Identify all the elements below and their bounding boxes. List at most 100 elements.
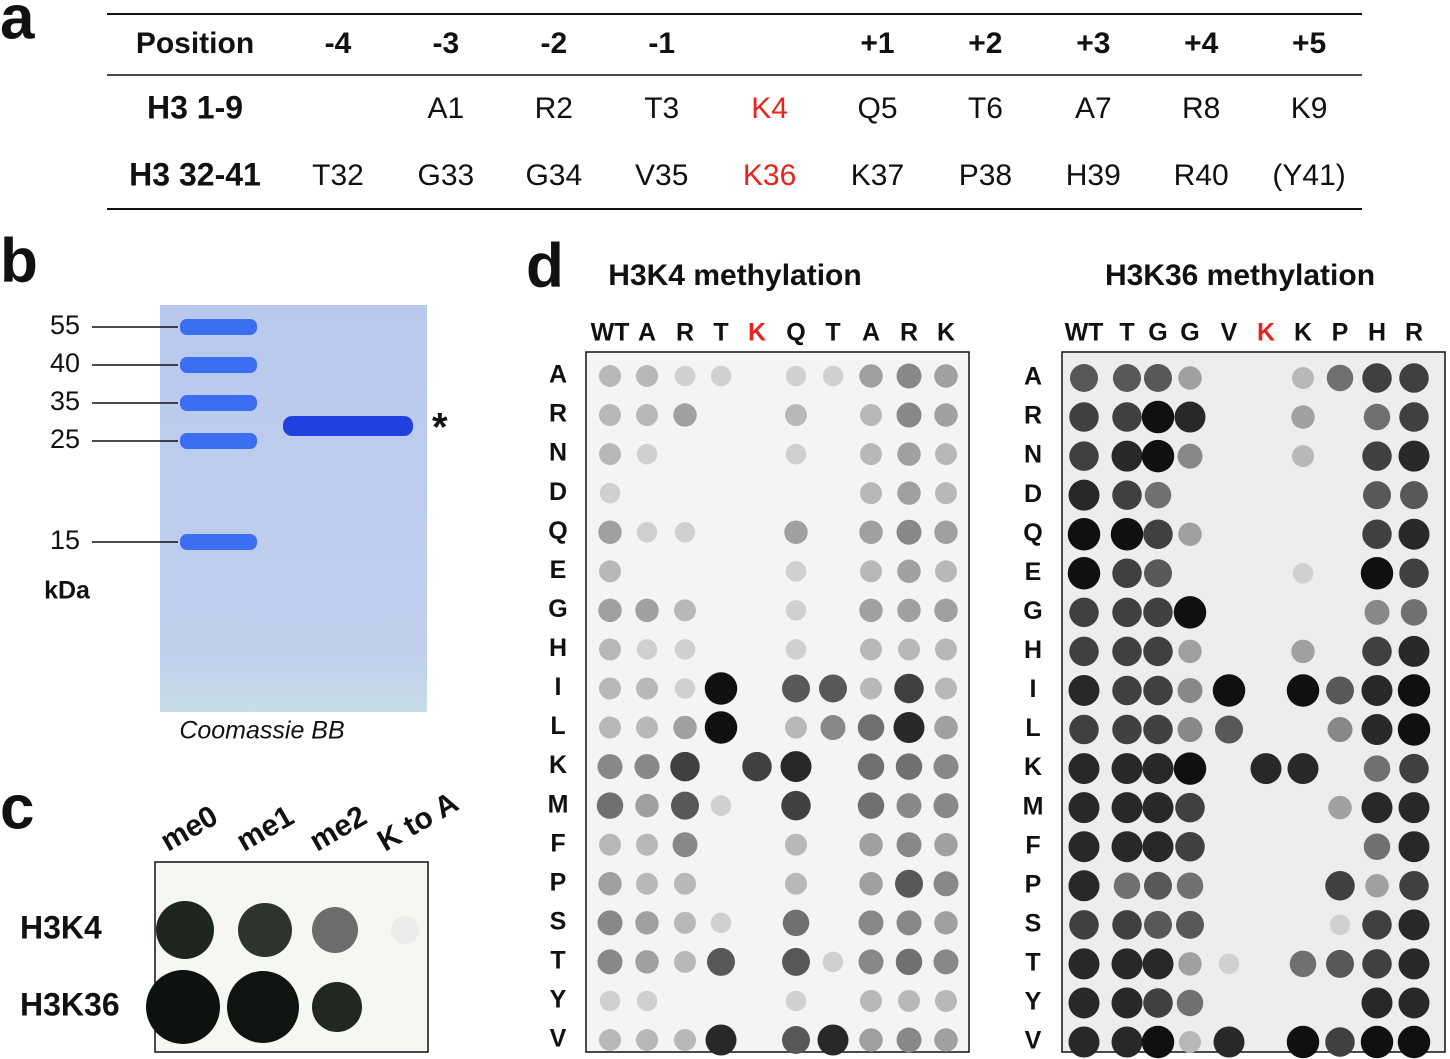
dot — [859, 364, 883, 388]
column-label: K — [1257, 319, 1275, 347]
dot — [1398, 948, 1430, 980]
row-label: H — [549, 634, 567, 662]
dot — [934, 598, 958, 623]
column-label: G — [1148, 319, 1167, 347]
row-label: V — [1025, 1027, 1042, 1055]
cell: A7 — [1075, 92, 1112, 125]
dot — [1398, 440, 1430, 472]
dot — [933, 871, 959, 897]
dot — [1112, 714, 1142, 745]
dot — [1398, 987, 1430, 1019]
dot — [895, 948, 923, 976]
dot — [312, 982, 362, 1032]
row-label: H3 32-41 — [129, 156, 261, 192]
row-label: E — [550, 556, 567, 584]
dot — [819, 674, 847, 703]
dot — [1363, 403, 1391, 431]
dot — [1175, 792, 1205, 823]
dot — [1218, 953, 1240, 975]
dot — [1399, 753, 1429, 784]
column-label: R — [900, 319, 918, 347]
dot — [1398, 831, 1430, 863]
column-label: T — [825, 319, 840, 347]
column-label: me0 — [155, 799, 224, 858]
column-label: WT — [591, 319, 630, 347]
dot — [710, 365, 732, 387]
dot — [935, 443, 957, 466]
dot — [1144, 910, 1172, 939]
dot — [1144, 364, 1172, 392]
dot — [1292, 563, 1314, 584]
dot — [1068, 870, 1100, 902]
column-label: K to A — [372, 786, 464, 858]
dot — [857, 753, 885, 780]
dot — [785, 872, 807, 895]
dot — [599, 833, 621, 856]
dot — [599, 716, 621, 739]
row-label: M — [548, 790, 569, 818]
dot — [1397, 1025, 1431, 1059]
dot — [859, 520, 883, 544]
dot — [896, 363, 922, 389]
dot — [1069, 910, 1099, 940]
header-cell: -3 — [433, 27, 460, 60]
dot — [1360, 1025, 1394, 1059]
dot — [822, 365, 844, 387]
dot — [1069, 714, 1099, 745]
dot — [898, 989, 920, 1012]
dot — [1142, 831, 1174, 863]
dot — [934, 1028, 958, 1052]
dot — [1069, 402, 1099, 432]
dot — [1142, 792, 1174, 824]
dot — [935, 560, 957, 583]
dot — [1364, 599, 1390, 625]
dot — [1361, 714, 1393, 746]
dot — [671, 791, 699, 820]
cell: R2 — [535, 92, 573, 125]
ladder-band — [180, 357, 257, 373]
dot — [1399, 402, 1429, 432]
cell: A1 — [428, 92, 465, 125]
column-label: T — [713, 319, 728, 347]
dot — [707, 947, 735, 976]
dot — [597, 910, 623, 936]
dot — [1112, 480, 1142, 510]
dot — [674, 678, 696, 699]
row-label: H3 1-9 — [147, 89, 243, 125]
cell: K4 — [751, 92, 788, 125]
dot — [1113, 364, 1141, 392]
dot — [860, 677, 882, 700]
dot — [1069, 441, 1099, 471]
dot — [1329, 914, 1351, 936]
dot — [1362, 519, 1392, 549]
dot — [156, 901, 214, 959]
dot — [635, 950, 659, 974]
unit-label: kDa — [44, 577, 91, 605]
column-label: G — [1180, 319, 1199, 347]
dot — [710, 912, 732, 934]
dot — [597, 949, 623, 975]
dot — [1286, 674, 1320, 707]
dot — [859, 872, 883, 896]
row-label: G — [548, 595, 567, 623]
dot — [1363, 833, 1391, 860]
dot — [1365, 874, 1389, 898]
dot — [1400, 599, 1428, 626]
dot — [896, 402, 922, 428]
dot — [1143, 636, 1173, 667]
row-label: P — [550, 868, 567, 896]
dot — [598, 520, 622, 544]
dot — [857, 792, 885, 819]
dot — [934, 403, 958, 427]
dot — [782, 1026, 810, 1054]
ladder-band — [180, 433, 257, 449]
dot — [897, 598, 921, 623]
header-cell: -4 — [325, 27, 352, 60]
dot — [1362, 949, 1392, 979]
dot — [1144, 559, 1172, 588]
dot — [934, 715, 958, 740]
dot — [934, 911, 958, 935]
cell: V35 — [635, 159, 688, 192]
cell: K9 — [1291, 92, 1328, 125]
dot — [935, 989, 957, 1012]
